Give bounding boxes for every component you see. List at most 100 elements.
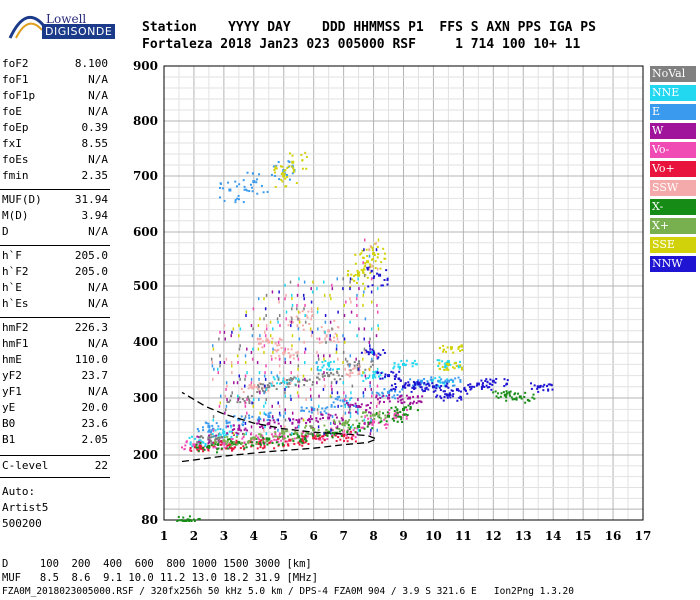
echo-point [272, 435, 275, 438]
x-tick-label: 1 [160, 529, 168, 543]
echo-point [250, 324, 253, 328]
echo-point [333, 433, 336, 436]
echo-point [530, 387, 533, 390]
echo-point [295, 377, 298, 380]
echo-point [212, 435, 215, 438]
x-tick-label: 14 [545, 529, 562, 543]
echo-point [356, 366, 359, 369]
echo-point [239, 344, 241, 348]
echo-point [238, 183, 241, 186]
echo-point [542, 389, 545, 392]
echo-point [196, 441, 199, 444]
echo-point [371, 350, 373, 354]
param-row: D N/A [2, 225, 108, 241]
echo-point [255, 441, 258, 444]
echo-point [186, 518, 189, 521]
echo-point [217, 367, 219, 371]
echo-point [225, 408, 227, 412]
x-tick-label: 10 [425, 529, 442, 543]
echo-point [308, 410, 311, 413]
echo-point [435, 395, 438, 398]
echo-point [377, 327, 380, 331]
echo-point [344, 419, 347, 422]
echo-point [280, 338, 283, 341]
x-tick-label: 12 [485, 529, 502, 543]
echo-point [291, 307, 293, 311]
echo-point [248, 384, 251, 387]
echo-point [361, 269, 364, 272]
echo-point [491, 383, 494, 386]
echo-point [225, 443, 228, 446]
echo-point [365, 409, 368, 412]
echo-point [325, 340, 327, 344]
echo-point [326, 371, 329, 374]
param-value: 2.05 [81, 433, 109, 446]
echo-point [377, 392, 380, 395]
echo-point [378, 273, 382, 277]
echo-point [374, 376, 377, 379]
echo-point [502, 391, 505, 394]
echo-point [329, 354, 331, 358]
echo-point [383, 401, 386, 404]
echo-point [368, 421, 371, 425]
echo-point [444, 379, 447, 382]
echo-point [232, 432, 235, 436]
echo-point [279, 324, 281, 328]
echo-point [281, 172, 284, 175]
echo-point [409, 401, 412, 404]
echo-point [217, 371, 220, 375]
echo-point [451, 395, 454, 398]
echo-point [376, 256, 379, 259]
echo-point [443, 395, 446, 398]
echo-point [439, 389, 442, 392]
echo-point [251, 415, 254, 418]
echo-point [233, 446, 236, 449]
param-key: C-level [2, 459, 49, 472]
echo-point [301, 441, 304, 444]
echo-point [263, 444, 266, 447]
echo-point [262, 427, 265, 430]
echo-point [243, 447, 246, 450]
echo-point [208, 446, 211, 449]
echo-point [388, 389, 391, 392]
echo-point [295, 182, 298, 185]
echo-point [331, 429, 334, 432]
echo-point [349, 408, 351, 412]
echo-point [196, 446, 199, 449]
echo-point [366, 260, 370, 264]
echo-point [234, 180, 237, 183]
echo-point [343, 428, 345, 432]
echo-point [326, 434, 329, 437]
echo-point [238, 334, 240, 338]
echo-point [291, 437, 294, 440]
echo-point [412, 361, 415, 364]
echo-point [237, 194, 240, 197]
echo-point [360, 268, 363, 271]
echo-point [353, 279, 356, 282]
echo-point [384, 373, 387, 376]
echo-point [372, 370, 375, 373]
echo-point [260, 435, 263, 438]
echo-point [303, 340, 305, 344]
echo-point [267, 437, 271, 441]
echo-point [207, 444, 211, 448]
echo-point [435, 384, 438, 387]
echo-point [226, 384, 228, 388]
echo-point [337, 404, 339, 408]
echo-point [304, 436, 307, 439]
echo-point [199, 440, 202, 443]
echo-point [256, 422, 259, 425]
echo-point [397, 377, 400, 380]
echo-point [217, 447, 220, 450]
echo-point [353, 275, 356, 278]
echo-point [400, 402, 403, 405]
footer-muf-row: MUF 8.5 8.6 9.1 10.0 11.2 13.0 18.2 31.9… [2, 572, 319, 584]
echo-point [216, 448, 219, 451]
echo-point [455, 388, 459, 392]
echo-point [495, 377, 498, 380]
echo-point [315, 419, 318, 422]
param-key: foF2 [2, 57, 29, 70]
echo-point [292, 170, 295, 173]
echo-point [282, 430, 285, 433]
echo-point [261, 387, 264, 390]
